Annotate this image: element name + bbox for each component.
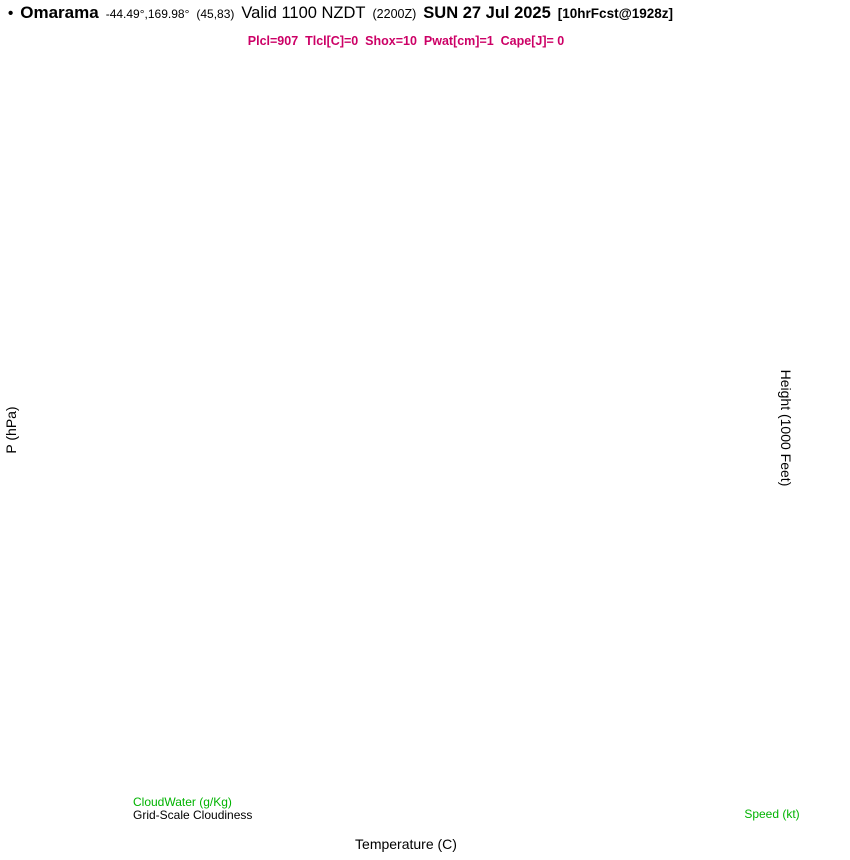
station-coords: -44.49°,169.98° (105, 7, 190, 21)
stability-indices-line: Plcl=907 Tlcl[C]=0 Shox=10 Pwat[cm]=1 Ca… (247, 34, 565, 48)
height-axis-label: Height (1000 Feet) (778, 370, 794, 487)
title-bar: • Omarama -44.49°,169.98° (45,83) Valid … (8, 3, 846, 23)
pressure-axis-label: P (hPa) (3, 406, 19, 453)
temperature-axis-label: Temperature (C) (355, 836, 457, 852)
cloudiness-scale-label: Grid-Scale Cloudiness (133, 808, 252, 822)
grid-point: (45,83) (196, 7, 235, 21)
forecast-tag: [10hrFcst@1928z] (557, 6, 674, 21)
valid-date: SUN 27 Jul 2025 (423, 4, 551, 22)
valid-time-utc: (2200Z) (372, 7, 417, 21)
valid-time: Valid 1100 NZDT (241, 4, 366, 22)
cloudwater-scale-label: CloudWater (g/Kg) (133, 795, 232, 809)
station-name: Omarama (20, 3, 99, 22)
speed-axis-label: Speed (kt) (744, 807, 799, 821)
station-bullet-icon: • (8, 5, 14, 22)
